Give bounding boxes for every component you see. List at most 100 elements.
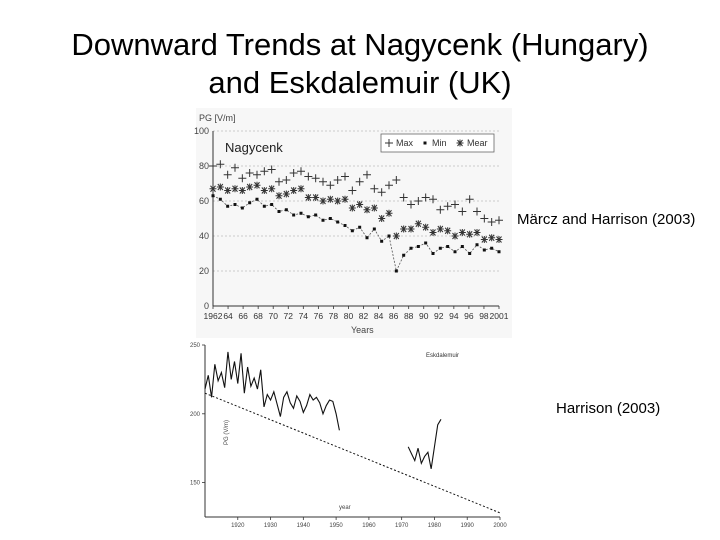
point-max xyxy=(245,169,254,177)
point-max xyxy=(238,174,247,183)
point-mear xyxy=(268,185,276,193)
point-max xyxy=(451,200,459,209)
point-max xyxy=(282,176,291,184)
point-min xyxy=(497,250,501,254)
point-max xyxy=(495,216,503,225)
point-max xyxy=(260,167,269,176)
point-max xyxy=(407,200,415,209)
point-mear xyxy=(238,187,246,194)
eskdalemuir-series-observed xyxy=(204,351,340,431)
point-mear xyxy=(246,183,254,191)
point-mear xyxy=(348,204,356,212)
nagycenk-x-tick-label: 90 xyxy=(419,311,429,321)
point-mear xyxy=(297,185,305,193)
point-max xyxy=(297,167,305,176)
nagycenk-x-tick-label: 96 xyxy=(464,311,474,321)
eskdalemuir-y-tick-label: 150 xyxy=(190,481,201,487)
series-mear xyxy=(209,181,503,243)
point-min xyxy=(490,246,494,250)
point-max xyxy=(414,197,423,205)
point-max xyxy=(363,170,371,179)
point-mear xyxy=(260,187,268,194)
eskdalemuir-x-tick-labels: 1920 1930 1940 1950 1960 1970 1980 1990 2000 xyxy=(231,517,507,529)
nagycenk-x-axis-label: Years xyxy=(351,325,374,335)
point-mear xyxy=(385,209,393,217)
eskdalemuir-y-axis-label: PG (V/m) xyxy=(224,420,230,445)
nagycenk-y-tick-label: 20 xyxy=(199,266,209,276)
nagycenk-chart-title: Nagycenk xyxy=(225,140,283,155)
point-mear xyxy=(466,230,474,238)
eskdalemuir-x-tick-label: 1950 xyxy=(329,523,343,529)
legend-marker-min xyxy=(423,141,427,145)
nagycenk-x-tick-label: 74 xyxy=(299,311,309,321)
eskdalemuir-x-tick-label: 1920 xyxy=(231,523,245,529)
point-mear xyxy=(392,232,400,240)
eskdalemuir-x-tick-label: 1990 xyxy=(461,523,475,529)
legend-box xyxy=(380,133,495,153)
point-max xyxy=(370,184,379,193)
legend-label-min: Min xyxy=(432,138,447,148)
point-mear xyxy=(400,225,408,233)
point-min xyxy=(453,250,457,254)
point-mear xyxy=(312,194,320,201)
point-mear xyxy=(319,197,327,205)
point-max xyxy=(326,181,335,190)
nagycenk-x-tick-label: 72 xyxy=(284,311,294,321)
nagycenk-x-tick-label: 68 xyxy=(253,311,263,321)
point-max xyxy=(253,170,261,179)
point-min xyxy=(424,241,428,245)
eskdalemuir-y-tick-label: 200 xyxy=(190,412,201,418)
point-min xyxy=(387,234,391,238)
point-min xyxy=(328,217,332,220)
point-max xyxy=(223,170,232,179)
point-max xyxy=(377,188,386,197)
slide-title-line-2: and Eskdalemuir (UK) xyxy=(208,65,512,100)
point-min xyxy=(336,220,340,224)
nagycenk-y-tick-label: 0 xyxy=(204,301,209,311)
legend-label-max: Max xyxy=(396,138,414,148)
point-max xyxy=(465,195,474,204)
nagycenk-x-tick-label: 98 xyxy=(479,311,489,321)
point-min xyxy=(284,208,288,212)
point-min xyxy=(409,246,413,250)
eskdalemuir-series-trend xyxy=(204,392,501,514)
point-min xyxy=(218,197,222,201)
point-min xyxy=(343,224,347,227)
eskdalemuir-x-tick-label: 1940 xyxy=(297,523,311,529)
legend-label-mear: Mear xyxy=(467,138,488,148)
point-max xyxy=(333,176,342,184)
point-mear xyxy=(451,232,459,240)
eskdalemuir-x-axis-label: year xyxy=(339,505,351,511)
eskdalemuir-chart-title: Eskdalemuir xyxy=(426,353,459,359)
eskdalemuir-x-tick-label: 1980 xyxy=(428,523,442,529)
point-min xyxy=(380,239,384,243)
point-min xyxy=(306,215,310,219)
caption-harrison: Harrison (2003) xyxy=(556,400,661,417)
nagycenk-x-tick-label: 66 xyxy=(238,311,248,321)
legend-item-max: Max xyxy=(385,138,414,148)
nagycenk-x-tick-label: 92 xyxy=(434,311,444,321)
point-mear xyxy=(282,190,290,198)
nagycenk-x-tick-labels: 1962 64 66 68 70 72 74 76 78 80 82 84 86 88 90 92 94 96 98… xyxy=(204,306,509,321)
point-mear xyxy=(363,206,371,214)
point-min xyxy=(482,248,486,252)
point-min xyxy=(365,236,369,240)
point-mear xyxy=(458,229,466,236)
eskdalemuir-x-tick-label: 1970 xyxy=(395,523,409,529)
slide-title: Downward Trends at Nagycenk (Hungary) an… xyxy=(0,26,720,102)
nagycenk-x-tick-label: 2001 xyxy=(490,311,509,321)
eskdalemuir-chart-background xyxy=(196,340,526,525)
point-min xyxy=(358,225,362,229)
point-max xyxy=(275,177,283,186)
series-max xyxy=(209,160,503,226)
point-mear xyxy=(414,220,422,228)
eskdalemuir-y-tick-labels: 150 200 250 xyxy=(190,343,205,487)
nagycenk-x-tick-label: 1962 xyxy=(204,311,223,321)
point-min xyxy=(240,206,244,210)
eskdalemuir-x-tick-label: 1930 xyxy=(264,523,278,529)
point-mear xyxy=(436,225,444,233)
nagycenk-legend: Max Min Mear xyxy=(380,133,495,153)
series-min-line xyxy=(212,195,500,273)
